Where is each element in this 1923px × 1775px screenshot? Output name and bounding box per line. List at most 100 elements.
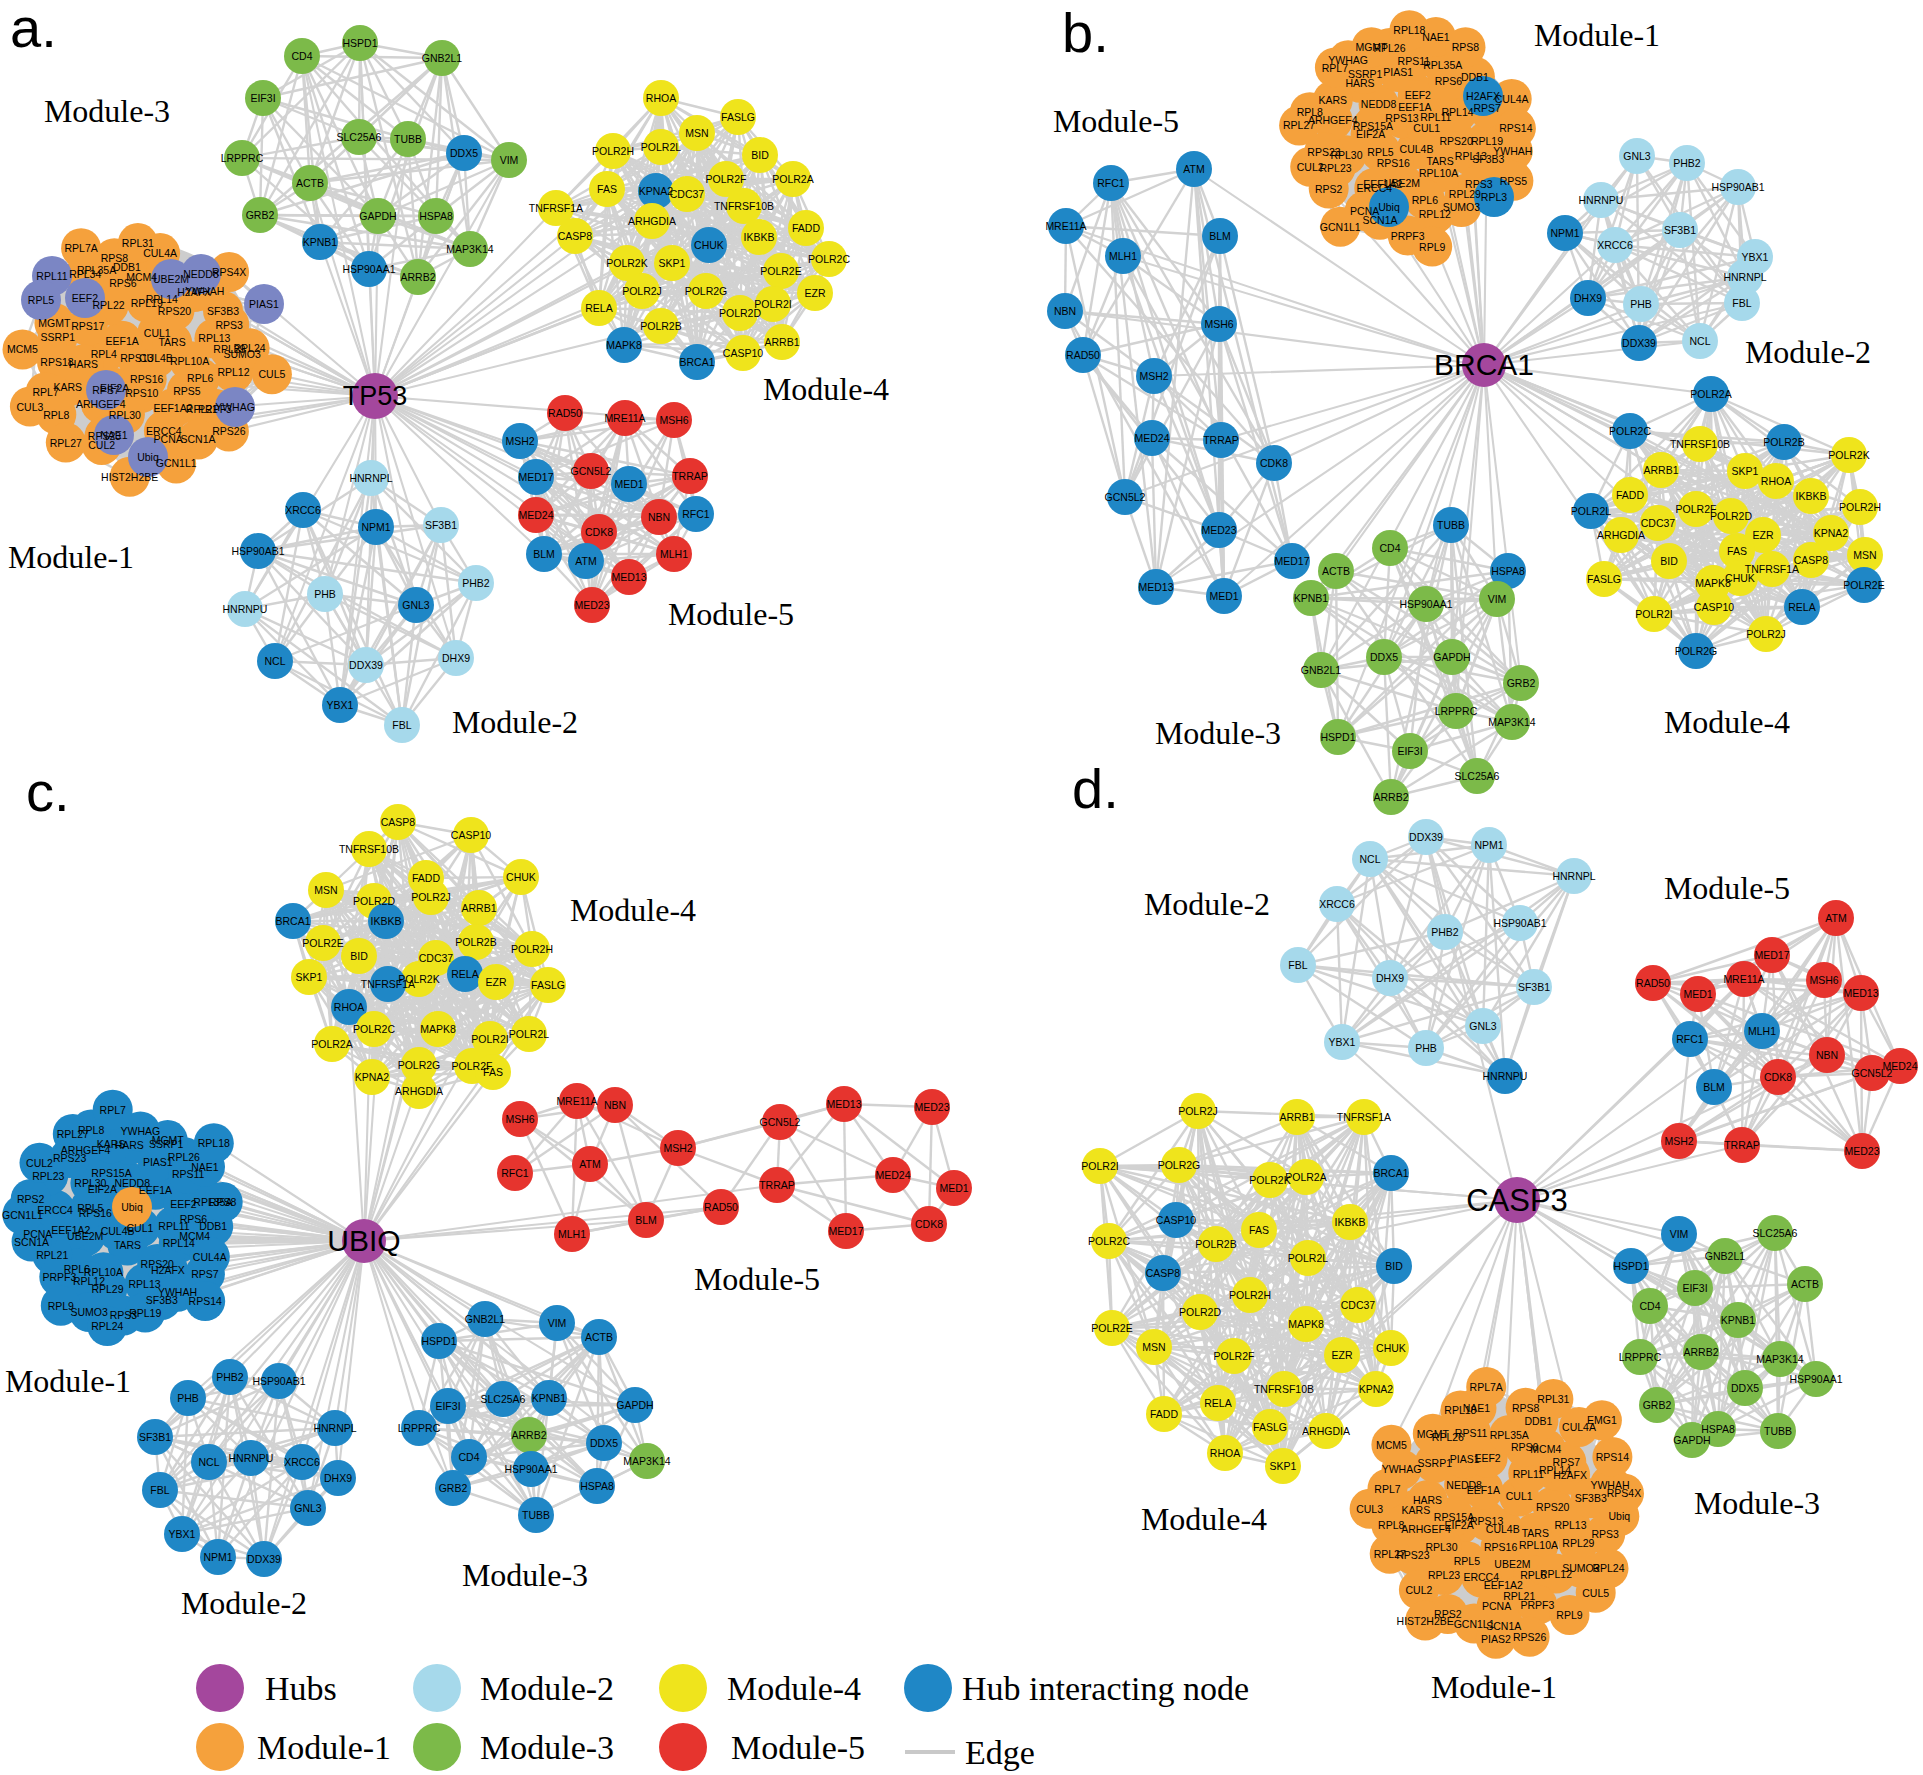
svg-text:Module-5: Module-5 [1664,870,1790,906]
svg-text:Module-1: Module-1 [5,1363,131,1399]
svg-text:Module-5: Module-5 [668,596,794,632]
svg-text:RPS7: RPS7 [191,1268,219,1280]
svg-text:SLC25A6: SLC25A6 [337,131,382,143]
svg-text:GCN1L1: GCN1L1 [2,1209,43,1221]
svg-text:IKBKB: IKBKB [1796,490,1827,502]
svg-text:NEDD8: NEDD8 [1361,98,1397,110]
svg-text:SCN1A: SCN1A [180,433,215,445]
svg-text:RPL9: RPL9 [48,1300,74,1312]
svg-text:MED23: MED23 [1844,1145,1879,1157]
svg-text:ARRB1: ARRB1 [461,902,496,914]
svg-text:MED1: MED1 [1683,988,1712,1000]
svg-text:MGMT: MGMT [1355,41,1388,53]
svg-text:SLC25A6: SLC25A6 [481,1393,526,1405]
svg-text:CD4: CD4 [291,50,312,62]
svg-text:MLH1: MLH1 [558,1228,586,1240]
svg-text:Module-2: Module-2 [480,1670,614,1707]
svg-text:NAE1: NAE1 [191,1161,219,1173]
svg-text:MAP3K14: MAP3K14 [1756,1353,1803,1365]
svg-text:PIAS1: PIAS1 [1450,1453,1480,1465]
svg-text:MSH2: MSH2 [663,1142,692,1154]
svg-text:ACTB: ACTB [1322,565,1350,577]
svg-text:RPL11: RPL11 [36,270,67,282]
svg-text:RPS16: RPS16 [1377,157,1410,169]
svg-text:RPL18: RPL18 [1444,1404,1476,1416]
svg-text:GCN1L1: GCN1L1 [1320,221,1361,233]
svg-text:Module-2: Module-2 [452,704,578,740]
svg-text:RPL18: RPL18 [1393,24,1425,36]
svg-text:RPL30: RPL30 [74,1177,106,1189]
svg-text:POLR2E: POLR2E [760,265,801,277]
svg-text:TNFRSF1A: TNFRSF1A [1337,1111,1391,1123]
svg-text:RPL7A: RPL7A [64,242,97,254]
svg-text:POLR2K: POLR2K [1828,449,1869,461]
svg-text:FADD: FADD [1150,1408,1178,1420]
svg-text:RPL23: RPL23 [1428,1569,1460,1581]
svg-text:RPS8: RPS8 [1452,41,1480,53]
svg-text:MED13: MED13 [1138,581,1173,593]
svg-text:SF3B3: SF3B3 [207,305,239,317]
svg-text:HNRNPL: HNRNPL [313,1422,356,1434]
svg-text:FBL: FBL [1288,959,1307,971]
svg-text:MRE11A: MRE11A [1045,220,1086,232]
svg-text:EIF3I: EIF3I [435,1400,460,1412]
svg-text:SF3B1: SF3B1 [1518,981,1550,993]
svg-text:PHB2: PHB2 [216,1371,244,1383]
svg-text:GAPDH: GAPDH [1673,1434,1710,1446]
svg-text:ARRB2: ARRB2 [511,1429,546,1441]
svg-text:SCN1A: SCN1A [1362,214,1397,226]
svg-text:SUMO3: SUMO3 [70,1306,108,1318]
svg-text:MSH2: MSH2 [1664,1135,1693,1147]
svg-text:SKP1: SKP1 [659,257,686,269]
svg-text:GCN5L2: GCN5L2 [760,1116,801,1128]
svg-text:TNFRSF10B: TNFRSF10B [1670,438,1730,450]
svg-text:KARS: KARS [97,1138,126,1150]
svg-text:RPL8: RPL8 [43,409,69,421]
svg-text:RPL27: RPL27 [57,1128,89,1140]
svg-text:RFC1: RFC1 [682,508,710,520]
svg-text:HSPD1: HSPD1 [1320,731,1355,743]
svg-text:Module-3: Module-3 [462,1557,588,1593]
svg-text:UBIQ: UBIQ [327,1224,400,1257]
svg-text:ATM: ATM [579,1158,600,1170]
svg-text:MAP3K14: MAP3K14 [623,1455,670,1467]
svg-text:Edge: Edge [965,1734,1035,1771]
svg-text:MED17: MED17 [828,1225,863,1237]
svg-text:ATM: ATM [1183,163,1204,175]
svg-text:MRE11A: MRE11A [1723,973,1764,985]
svg-text:RAD50: RAD50 [548,407,582,419]
svg-text:KPNA2: KPNA2 [355,1071,390,1083]
svg-text:EEF1A2: EEF1A2 [51,1224,90,1236]
svg-text:CUL2: CUL2 [1297,161,1324,173]
svg-text:RPL10A: RPL10A [170,355,209,367]
svg-text:SKP1: SKP1 [296,971,323,983]
svg-text:RELA: RELA [1204,1397,1231,1409]
svg-text:RPL31: RPL31 [122,237,154,249]
svg-text:Module-4: Module-4 [1141,1501,1267,1537]
svg-text:TRRAP: TRRAP [1203,434,1239,446]
svg-text:TNFRSF1A: TNFRSF1A [1745,563,1799,575]
svg-text:MED23: MED23 [1201,524,1236,536]
svg-text:XRCC6: XRCC6 [1597,239,1633,251]
svg-text:TARS: TARS [1522,1527,1549,1539]
svg-text:MSH6: MSH6 [1204,318,1233,330]
svg-text:RPL10A: RPL10A [1519,1539,1558,1551]
svg-text:POLR2H: POLR2H [1839,501,1881,513]
svg-text:FADD: FADD [792,222,820,234]
svg-text:GRB2: GRB2 [439,1482,468,1494]
svg-text:RPS14: RPS14 [189,1295,222,1307]
svg-text:RPS3: RPS3 [1591,1528,1619,1540]
svg-text:RPL14: RPL14 [1442,106,1474,118]
svg-text:NBN: NBN [1816,1049,1838,1061]
svg-text:HSP90AB1: HSP90AB1 [252,1375,305,1387]
svg-text:RPL34: RPL34 [69,268,101,280]
svg-text:POLR2J: POLR2J [411,891,451,903]
svg-text:PHB2: PHB2 [1673,157,1701,169]
svg-text:NCL: NCL [264,655,285,667]
svg-text:HNRNPU: HNRNPU [229,1452,274,1464]
svg-text:YBX1: YBX1 [169,1528,196,1540]
svg-text:MED13: MED13 [1843,987,1878,999]
svg-text:POLR2H: POLR2H [592,145,634,157]
svg-text:RPL35A: RPL35A [1423,59,1462,71]
svg-text:MAPK8: MAPK8 [420,1023,456,1035]
